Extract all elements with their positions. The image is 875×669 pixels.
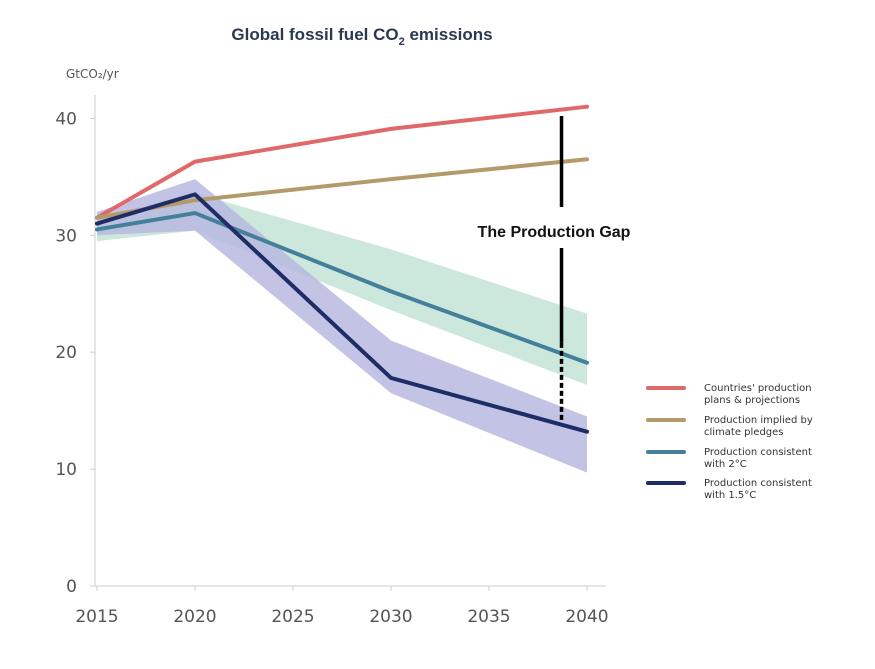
- y-tick-label-20: 20: [55, 343, 77, 363]
- x-tick-label-2015: 2015: [75, 607, 118, 627]
- production-gap-annotation: The Production Gap: [478, 116, 631, 420]
- legend-label-production-consistent-with-2-c-2: with 2°C: [704, 459, 747, 470]
- series-line-production-consistent-with-1-5-c: [95, 192, 589, 434]
- legend-label-production-implied-by-climate-pledges-2: climate pledges: [704, 427, 784, 438]
- x-tick-label-2020: 2020: [173, 607, 216, 627]
- legend-label-production-consistent-with-1-5-c-1: Production consistent: [704, 478, 812, 489]
- x-tick-label-2025: 2025: [271, 607, 314, 627]
- series-line-countries-production-plans-projections: [95, 104, 589, 220]
- legend-label-countries-production-plans-projections-1: Countries' production: [704, 383, 812, 394]
- x-tick-label-2040: 2040: [565, 607, 608, 627]
- y-tick-label-0: 0: [66, 577, 77, 597]
- x-tick-label-2035: 2035: [467, 607, 510, 627]
- y-tick-label-30: 30: [55, 226, 77, 246]
- chart-title-subscript: 2: [399, 36, 405, 48]
- legend-label-production-consistent-with-1-5-c-2: with 1.5°C: [704, 490, 756, 501]
- series-lines: [95, 104, 589, 434]
- chart-title-end: emissions: [405, 25, 493, 44]
- y-axis-unit: GtCO₂/yr: [66, 67, 119, 81]
- chart-title: Global fossil fuel CO2 emissions: [231, 25, 492, 48]
- legend-label-production-implied-by-climate-pledges-1: Production implied by: [704, 415, 813, 426]
- chart-title-main: Global fossil fuel CO: [231, 25, 398, 44]
- x-tick-label-2030: 2030: [369, 607, 412, 627]
- series-line-production-consistent-with-2-c: [95, 211, 589, 365]
- y-tick-label-10: 10: [55, 460, 77, 480]
- band-production-consistent-with-2-c: [97, 193, 587, 385]
- gap-label: The Production Gap: [478, 224, 631, 241]
- legend-label-countries-production-plans-projections-2: plans & projections: [704, 395, 800, 406]
- legend-label-production-consistent-with-2-c-1: Production consistent: [704, 447, 812, 458]
- y-tick-label-40: 40: [55, 109, 77, 129]
